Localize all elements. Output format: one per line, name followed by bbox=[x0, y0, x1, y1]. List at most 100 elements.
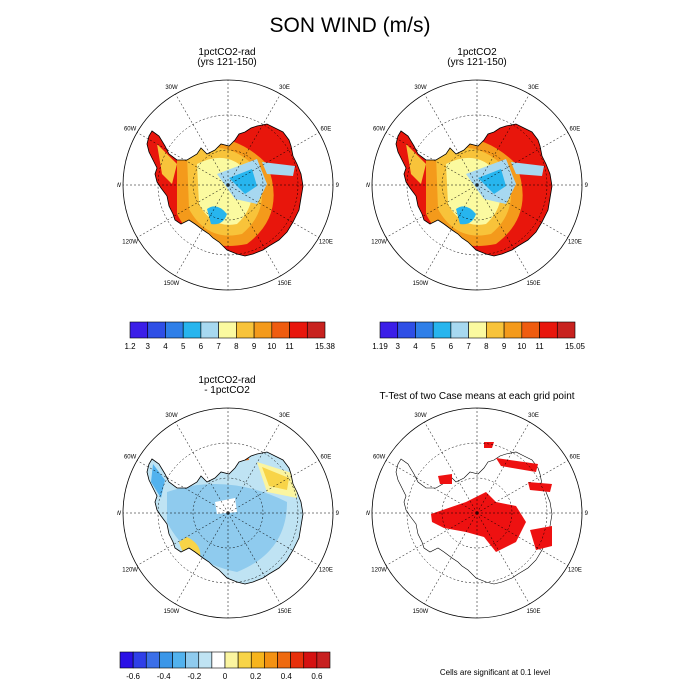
panel-2-title: 1pctCO2 (yrs 121-150) bbox=[377, 48, 577, 68]
lon-label-2: 60E bbox=[570, 455, 581, 461]
colorbar-tick-10: 15.38 bbox=[315, 342, 335, 351]
lon-label-10: 60W bbox=[124, 127, 137, 133]
colorbar-tick-6: 8 bbox=[484, 342, 489, 351]
field-blue bbox=[478, 169, 506, 194]
sig-region-0 bbox=[431, 492, 526, 552]
colorbar-tick-5: 7 bbox=[466, 342, 471, 351]
lon-label-7: 150W bbox=[164, 281, 180, 287]
lon-label-3: 90E bbox=[585, 183, 588, 189]
colorbar-box-11 bbox=[264, 651, 278, 669]
colorbar-box-3 bbox=[159, 651, 173, 669]
panel-3-title-line2: - 1pctCO2 bbox=[204, 385, 250, 396]
colorbar-box-2 bbox=[145, 651, 160, 669]
colorbar-tick-4: 6 bbox=[449, 342, 454, 351]
lon-label-7: 150W bbox=[164, 609, 180, 615]
colorbar-tick-7: 9 bbox=[252, 342, 257, 351]
sig-region-2 bbox=[484, 442, 494, 448]
colorbar-box-14 bbox=[303, 651, 318, 669]
lon-label-8: 120W bbox=[371, 568, 387, 574]
lon-label-8: 120W bbox=[122, 240, 138, 246]
lon-label-10: 60W bbox=[124, 455, 137, 461]
panel-3-title-line1: 1pctCO2-rad bbox=[198, 375, 256, 386]
colorbar-box-0 bbox=[379, 321, 399, 339]
coastline bbox=[395, 451, 553, 585]
colorbar-tick-5: 0.4 bbox=[281, 672, 293, 681]
panel-2-title-line2: (yrs 121-150) bbox=[447, 57, 507, 68]
colorbar-panel-3: -0.6 -0.4 -0.2 0 0.2 0.4 0.6 bbox=[119, 651, 331, 681]
lon-label-11: 30W bbox=[165, 413, 178, 419]
sig-region-1 bbox=[530, 526, 552, 550]
lon-label-4: 120E bbox=[568, 240, 582, 246]
sig-region-4 bbox=[528, 482, 552, 492]
map-panel-2: 030E60E90E120E150E180150W120W90W60W30W bbox=[366, 74, 588, 291]
lon-label-1: 30E bbox=[528, 413, 539, 419]
panel-1-title-line2: (yrs 121-150) bbox=[197, 57, 257, 68]
colorbar-box-7 bbox=[503, 321, 523, 339]
colorbar-tick-0: -0.6 bbox=[126, 672, 140, 681]
main-title: SON WIND (m/s) bbox=[269, 14, 431, 37]
lon-label-9: 90W bbox=[366, 183, 371, 189]
colorbar-tick-5: 7 bbox=[216, 342, 221, 351]
diff-white bbox=[215, 498, 237, 514]
lon-label-4: 120E bbox=[319, 568, 333, 574]
coastline bbox=[146, 123, 304, 257]
lon-label-1: 30E bbox=[528, 85, 539, 91]
colorbar-box-8 bbox=[521, 321, 540, 339]
field-blue-2 bbox=[207, 206, 227, 225]
colorbar-panel-2: 1.19 3 4 5 6 7 8 9 10 11 15.05 bbox=[372, 321, 585, 351]
colorbar-box-2 bbox=[165, 321, 184, 339]
colorbar-tick-6: 0.6 bbox=[311, 672, 323, 681]
colorbar-box-13 bbox=[290, 651, 305, 669]
colorbar-tick-8: 10 bbox=[267, 342, 276, 351]
lon-label-3: 90E bbox=[585, 511, 588, 517]
lon-label-1: 30E bbox=[279, 413, 290, 419]
colorbar-tick-0: 1.19 bbox=[372, 342, 388, 351]
colorbar-box-1 bbox=[147, 321, 166, 339]
lon-label-7: 150W bbox=[413, 281, 429, 287]
panel-4-title-line1: T-Test of two Case means at each grid po… bbox=[379, 391, 575, 402]
lon-label-10: 60W bbox=[373, 455, 386, 461]
lon-label-1: 30E bbox=[279, 85, 290, 91]
coastline bbox=[395, 123, 553, 257]
colorbar-tick-0: 1.2 bbox=[124, 342, 136, 351]
field-blue bbox=[229, 169, 257, 194]
colorbar-box-4 bbox=[450, 321, 469, 339]
colorbar-box-10 bbox=[250, 651, 265, 669]
colorbar-tick-2: 4 bbox=[413, 342, 418, 351]
colorbar-box-6 bbox=[198, 651, 213, 669]
colorbar-box-2 bbox=[415, 321, 434, 339]
lon-label-8: 120W bbox=[371, 240, 387, 246]
colorbar-box-9 bbox=[237, 651, 252, 669]
colorbar-tick-10: 15.05 bbox=[565, 342, 585, 351]
field-peninsula bbox=[157, 144, 177, 184]
field-blue-2 bbox=[456, 206, 476, 225]
colorbar-box-9 bbox=[289, 321, 308, 339]
colorbar-box-0 bbox=[129, 321, 149, 339]
lon-label-9: 90W bbox=[117, 511, 122, 517]
lon-label-5: 150E bbox=[526, 281, 540, 287]
panel-1-title-line1: 1pctCO2-rad bbox=[198, 47, 256, 58]
field-ross-blue bbox=[262, 162, 295, 176]
map-panel-4: 030E60E90E120E150E180150W120W90W60W30W bbox=[366, 402, 588, 619]
lon-label-2: 60E bbox=[570, 127, 581, 133]
colorbar-tick-2: 4 bbox=[163, 342, 168, 351]
colorbar-tick-8: 10 bbox=[517, 342, 526, 351]
lon-label-11: 30W bbox=[165, 85, 178, 91]
colorbar-tick-6: 8 bbox=[234, 342, 239, 351]
lon-label-0: 0 bbox=[226, 402, 230, 404]
colorbar-tick-9: 11 bbox=[285, 342, 294, 351]
colorbar-tick-3: 5 bbox=[431, 342, 436, 351]
lon-label-5: 150E bbox=[526, 609, 540, 615]
panel-4-title: T-Test of two Case means at each grid po… bbox=[352, 392, 602, 402]
lon-label-5: 150E bbox=[277, 281, 291, 287]
lon-label-11: 30W bbox=[414, 413, 427, 419]
significance-note: Cells are significant at 0.1 level bbox=[439, 668, 551, 677]
colorbar-box-7 bbox=[211, 651, 226, 669]
colorbar-box-1 bbox=[132, 651, 147, 669]
colorbar-tick-7: 9 bbox=[502, 342, 507, 351]
colorbar-box-8 bbox=[224, 651, 239, 669]
sig-region-5 bbox=[438, 474, 452, 484]
diff-yellow-ne-2 bbox=[262, 467, 289, 490]
diff-blue-pen bbox=[151, 464, 165, 498]
colorbar-box-0 bbox=[119, 651, 134, 669]
